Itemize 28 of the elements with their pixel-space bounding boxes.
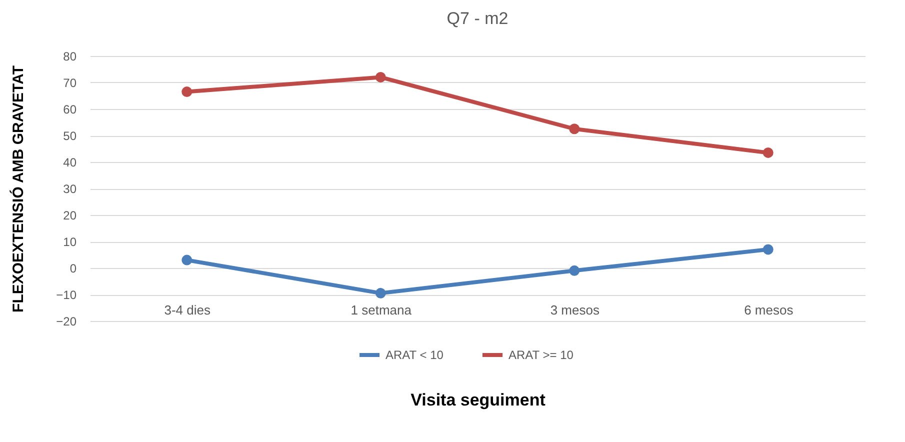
x-tick-label: 6 mesos <box>744 302 794 318</box>
y-tick-label: 80 <box>63 50 77 64</box>
x-axis-title: Visita seguiment <box>410 390 546 410</box>
y-tick-label: 40 <box>63 156 77 170</box>
point <box>375 288 386 298</box>
x-tick-label: 1 setmana <box>350 302 412 318</box>
y-tick-label: 20 <box>63 208 77 222</box>
point <box>762 244 774 255</box>
legend-label: ARAT < 10 <box>386 348 444 362</box>
point <box>762 147 774 158</box>
point <box>569 265 580 276</box>
chart-title: Q7 - m2 <box>446 9 508 28</box>
point <box>569 124 580 134</box>
y-tick-label: 60 <box>63 102 77 116</box>
y-tick-label: −10 <box>56 288 77 302</box>
y-tick-label: −20 <box>56 314 77 328</box>
y-tick-label: 30 <box>63 182 77 196</box>
x-tick-label: 3 mesos <box>550 302 600 318</box>
x-tick-label: 3-4 dies <box>164 302 211 318</box>
y-tick-label: 50 <box>63 129 77 143</box>
y-tick-label: 10 <box>63 235 77 249</box>
y-tick-label: 70 <box>63 76 77 90</box>
y-axis-title: FLEXOEXTENSIÓ AMB GRAVETAT <box>9 66 28 312</box>
legend-label: ARAT >= 10 <box>508 348 574 362</box>
point <box>182 86 192 98</box>
point <box>375 72 386 82</box>
y-tick-label: 0 <box>70 262 77 276</box>
point <box>182 254 192 266</box>
